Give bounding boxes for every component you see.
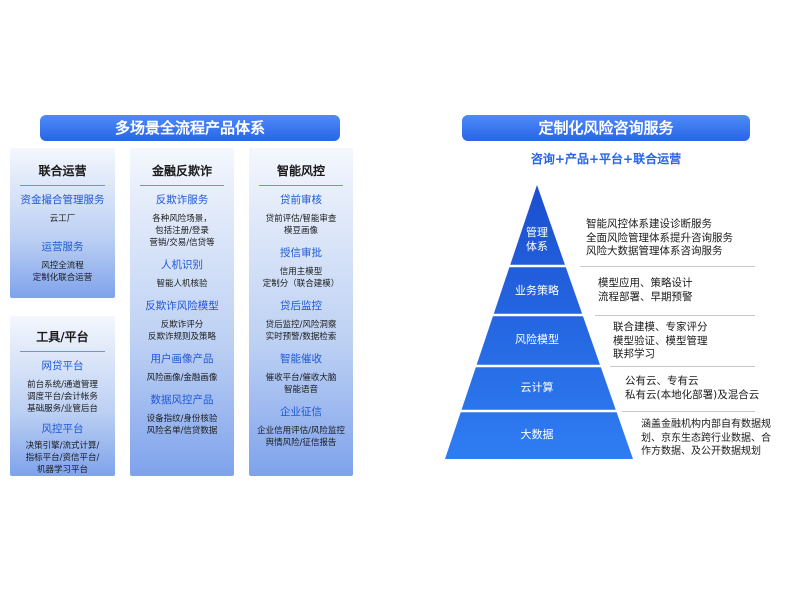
section-title: 运营服务 [41, 241, 84, 253]
section-title: 反欺诈风险模型 [145, 300, 219, 312]
section-body: 反欺诈评分 反欺诈规则及策略 [147, 320, 216, 342]
section-title: 人机识别 [161, 259, 203, 271]
section-body: 贷后监控/风险洞察 实时预警/数据检索 [265, 320, 337, 342]
pyramid-tier-description: 模型应用、策略设计 流程部署、早期预警 [598, 277, 693, 303]
section-title: 资金撮合管理服务 [20, 194, 105, 206]
divider [20, 185, 105, 186]
pyramid-tier-description: 公有云、专有云 私有云(本地化部署)及混合云 [625, 375, 760, 401]
section-title: 数据风控产品 [150, 394, 214, 406]
section-body: 各种风险场景， 包括注册/登录 营销/交易/信贷等 [149, 214, 215, 248]
divider [140, 185, 224, 186]
column-title: 联合运营 [38, 164, 87, 178]
divider [259, 185, 343, 186]
section-body: 催收平台/催收大脑 智能语音 [265, 373, 337, 395]
column-title: 智能风控 [276, 164, 325, 178]
column-anti-fraud: 金融反欺诈 反欺诈服务 各种风险场景， 包括注册/登录 营销/交易/信贷等 人机… [130, 148, 234, 476]
section-title: 网贷平台 [41, 360, 84, 372]
section-body: 企业信用评估/风险监控 舆情风险/征信报告 [257, 426, 345, 448]
pyramid-tier-label: 业务策略 [515, 284, 559, 297]
column-joint-operation: 联合运营 资金撮合管理服务 云工厂 运营服务 风控全流程 定制化联合运营 [10, 148, 115, 298]
section-title: 企业征信 [280, 406, 322, 418]
section-body: 智能人机核验 [156, 279, 208, 289]
section-title: 智能催收 [280, 353, 322, 365]
section-body: 前台系统/通道管理 调度平台/会计帐务 基础服务/业管后台 [27, 380, 98, 414]
section-title: 贷后监控 [280, 300, 322, 312]
column-tools-platform: 工具/平台 网贷平台 前台系统/通道管理 调度平台/会计帐务 基础服务/业管后台… [10, 316, 115, 476]
section-body: 云工厂 [49, 214, 76, 224]
pyramid-tier-description: 涵盖金融机构内部自有数据规 划、京东生态跨行业数据、合 作方数据、及公开数据规划 [641, 419, 771, 457]
column-smart-risk-control: 智能风控 贷前审核 贷前评估/智能审查 模豆画像 授信审批 信用主模型 定制分（… [249, 148, 353, 476]
separator-line [622, 411, 755, 412]
pyramid-tier-label: 云计算 [520, 381, 554, 394]
pyramid-tier-label: 管理 体系 [526, 226, 548, 253]
section-title: 授信审批 [280, 247, 322, 259]
services-subtitle: 咨询+产品+平台+联合运营 [530, 152, 682, 166]
divider [20, 351, 105, 352]
pyramid-tier-label: 大数据 [520, 428, 554, 441]
section-title: 风控平台 [41, 423, 84, 435]
separator-line [595, 315, 755, 316]
section-title: 反欺诈服务 [155, 194, 209, 206]
section-body: 风控全流程 定制化联合运营 [32, 261, 93, 283]
pyramid-tier-description: 联合建模、专家评分 模型验证、模型管理 联邦学习 [613, 321, 708, 360]
left-banner: 多场景全流程产品体系 [40, 115, 340, 141]
section-body: 设备指纹/身份核验 风险名单/信贷数据 [146, 414, 218, 436]
section-title: 贷前审核 [280, 194, 322, 206]
separator-line [580, 266, 755, 267]
column-title: 金融反欺诈 [151, 164, 212, 178]
section-body: 决策引擎/流式计算/ 指标平台/资信平台/ 机器学习平台 [25, 441, 100, 475]
right-banner: 定制化风险咨询服务 [462, 115, 750, 141]
section-body: 风险画像/金融画像 [146, 373, 218, 383]
pyramid-tier-label: 风险模型 [515, 333, 559, 346]
section-body: 信用主模型 定制分（联合建模） [262, 267, 340, 289]
pyramid-tier-description: 智能风控体系建设诊断服务 全面风险管理体系提升咨询服务 风险大数据管理体系咨询服… [586, 218, 733, 257]
separator-line [610, 366, 755, 367]
column-title: 工具/平台 [36, 330, 89, 344]
section-body: 贷前评估/智能审查 模豆画像 [265, 214, 337, 236]
section-title: 用户画像产品 [150, 353, 214, 365]
